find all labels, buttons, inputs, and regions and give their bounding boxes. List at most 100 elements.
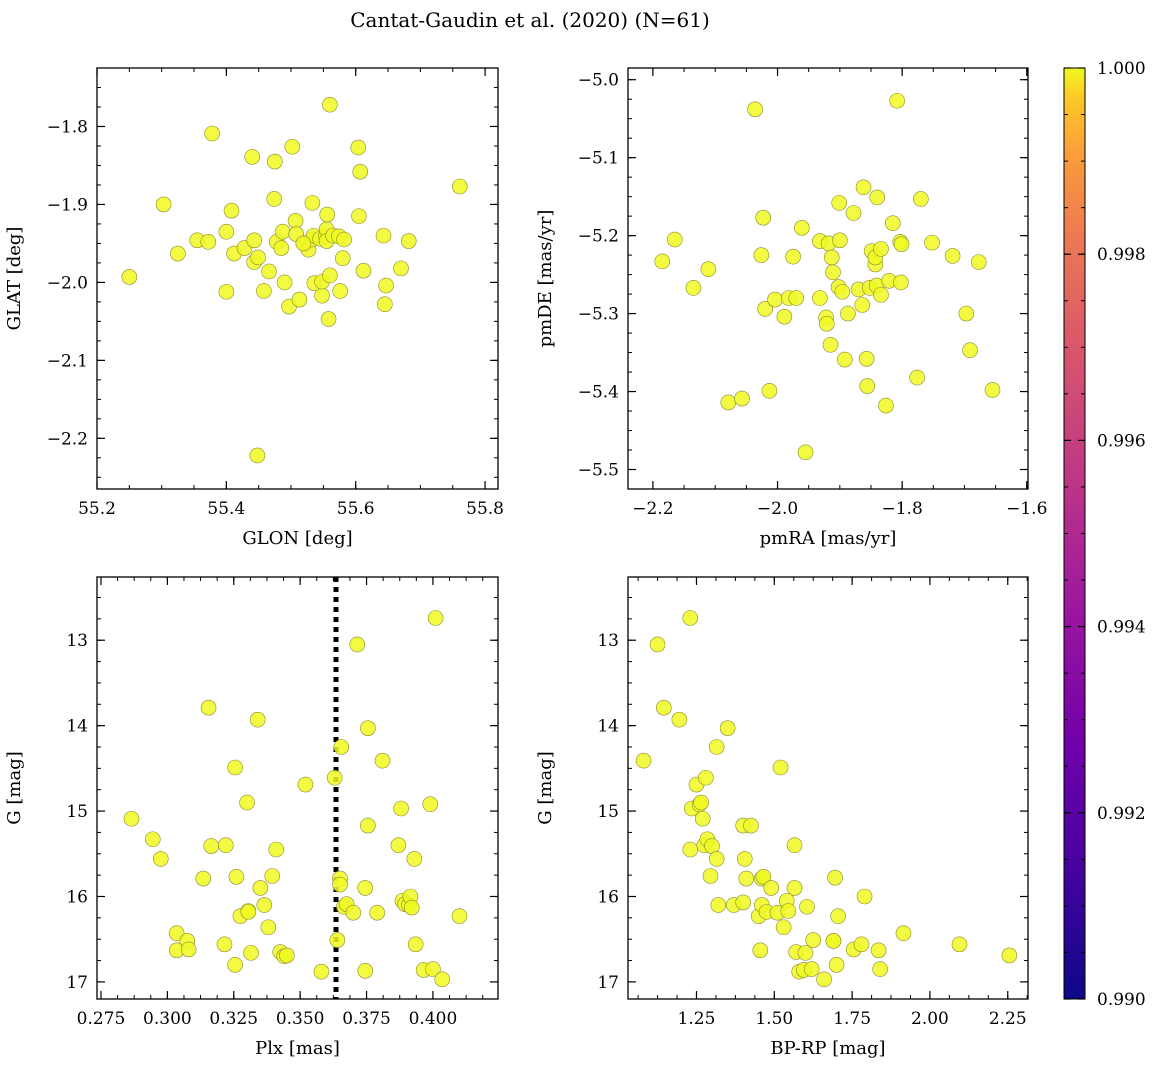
scatter-point [227, 759, 243, 776]
scatter-point [799, 898, 815, 915]
scatter-point [831, 195, 848, 211]
scatter-point [403, 899, 420, 916]
panel-glon-glat: 55.2 55.4 55.6 55.8 −1.8 −1.9 −2.0 −2.1 −2.2 GLON… [4, 67, 504, 549]
x-tick-label: 0.325 [209, 1009, 258, 1029]
y-tick-label: 17 [66, 973, 88, 993]
panel-bprp-g: 1.25 1.50 1.75 2.00 2.25 13 14 15 16 17 BP-RP [mag… [535, 576, 1029, 1059]
scatter-point [834, 283, 851, 300]
scatter-point [451, 908, 468, 924]
scatter-point [666, 231, 683, 248]
scatter-point [797, 444, 814, 461]
scatter-point [757, 301, 773, 317]
scatter-point [854, 297, 871, 313]
scatter-point [840, 305, 856, 322]
x-tick-label: 0.350 [276, 1009, 325, 1029]
scatter-point [786, 837, 803, 854]
scatter-point [313, 963, 330, 980]
scatter-point [378, 277, 394, 294]
scatter-point [803, 961, 820, 977]
scatter-point [825, 933, 842, 949]
scatter-point [710, 897, 727, 913]
scatter-point [203, 838, 219, 854]
data-points [121, 96, 468, 464]
scatter-point [369, 904, 385, 921]
scatter-point [357, 963, 374, 979]
scatter-point [200, 699, 217, 716]
x-tick-label: 55.4 [207, 499, 245, 519]
panel-plx-g: 0.275 0.300 0.325 0.350 0.375 0.400 13 14 15 16 17… [4, 576, 499, 1059]
scatter-point [345, 904, 362, 921]
scatter-point [200, 234, 217, 250]
axes-frame [627, 67, 1029, 490]
y-tick-label: −5.5 [578, 461, 619, 481]
scatter-point [273, 240, 290, 256]
figure-title: Cantat-Gaudin et al. (2020) (N=61) [350, 8, 710, 32]
scatter-point [393, 800, 409, 817]
scatter-point [427, 610, 444, 626]
scatter-point [256, 283, 272, 299]
x-axis-label: Plx [mas] [255, 1038, 340, 1059]
scatter-point [736, 851, 753, 867]
scatter-point [693, 794, 709, 811]
scatter-point [377, 296, 393, 313]
scatter-point [227, 957, 243, 973]
scatter-point [734, 390, 750, 407]
scatter-point [239, 794, 255, 811]
scatter-point [823, 249, 840, 266]
scatter-point [837, 351, 853, 368]
scatter-point [249, 711, 266, 728]
scatter-point [855, 179, 872, 196]
scatter-point [895, 925, 912, 942]
scatter-point [775, 919, 792, 936]
scatter-point [355, 262, 372, 279]
scatter-point [261, 263, 277, 280]
scatter-point [320, 311, 337, 327]
scatter-point [738, 870, 755, 887]
x-tick-label: 0.275 [77, 1009, 126, 1029]
scatter-point [360, 720, 376, 737]
scatter-point [825, 264, 841, 281]
scatter-point [279, 947, 295, 964]
x-tick-label: −1.6 [1006, 499, 1047, 519]
x-tick-label: 2.00 [911, 1009, 949, 1029]
scatter-point [250, 249, 266, 266]
scatter-point [700, 261, 717, 277]
scatter-point [284, 138, 301, 155]
data-points [123, 577, 468, 999]
scatter-point [217, 837, 234, 854]
scatter-point [260, 919, 277, 936]
scatter-point [170, 245, 186, 262]
x-tick-label: −1.8 [882, 499, 923, 519]
y-tick-label: −5.2 [578, 227, 619, 247]
scatter-point [268, 841, 285, 858]
scatter-point [216, 936, 233, 953]
scatter-point [970, 254, 987, 270]
scatter-point [287, 213, 304, 229]
scatter-point [797, 945, 814, 961]
scatter-point [144, 831, 161, 848]
y-tick-label: 15 [597, 802, 619, 822]
scatter-point [859, 378, 876, 394]
scatter-point [761, 382, 778, 399]
scatter-point [246, 232, 262, 249]
scatter-point [708, 851, 725, 867]
scatter-point [698, 769, 714, 786]
scatter-point [349, 636, 366, 653]
scatter-point [393, 260, 409, 277]
x-axis-label: pmRA [mas/yr] [760, 528, 897, 549]
scatter-point [223, 202, 240, 219]
scatter-point [360, 817, 376, 834]
x-axis-label: GLON [deg] [242, 528, 352, 549]
x-tick-label: 2.25 [989, 1009, 1027, 1029]
scatter-point [682, 610, 699, 626]
scatter-point [218, 223, 235, 240]
panel-pmra-pmde: −2.2 −2.0 −1.8 −1.6 −5.0 −5.1 −5.2 −5.3 −5.4 −5.5… [535, 67, 1047, 549]
scatter-point [708, 739, 725, 755]
x-tick-label: 0.375 [342, 1009, 391, 1029]
scatter-point [884, 215, 901, 231]
scatter-point [291, 291, 308, 308]
scatter-point [351, 208, 367, 224]
scatter-point [682, 841, 699, 858]
scatter-point [755, 869, 772, 885]
scatter-point [425, 961, 441, 977]
